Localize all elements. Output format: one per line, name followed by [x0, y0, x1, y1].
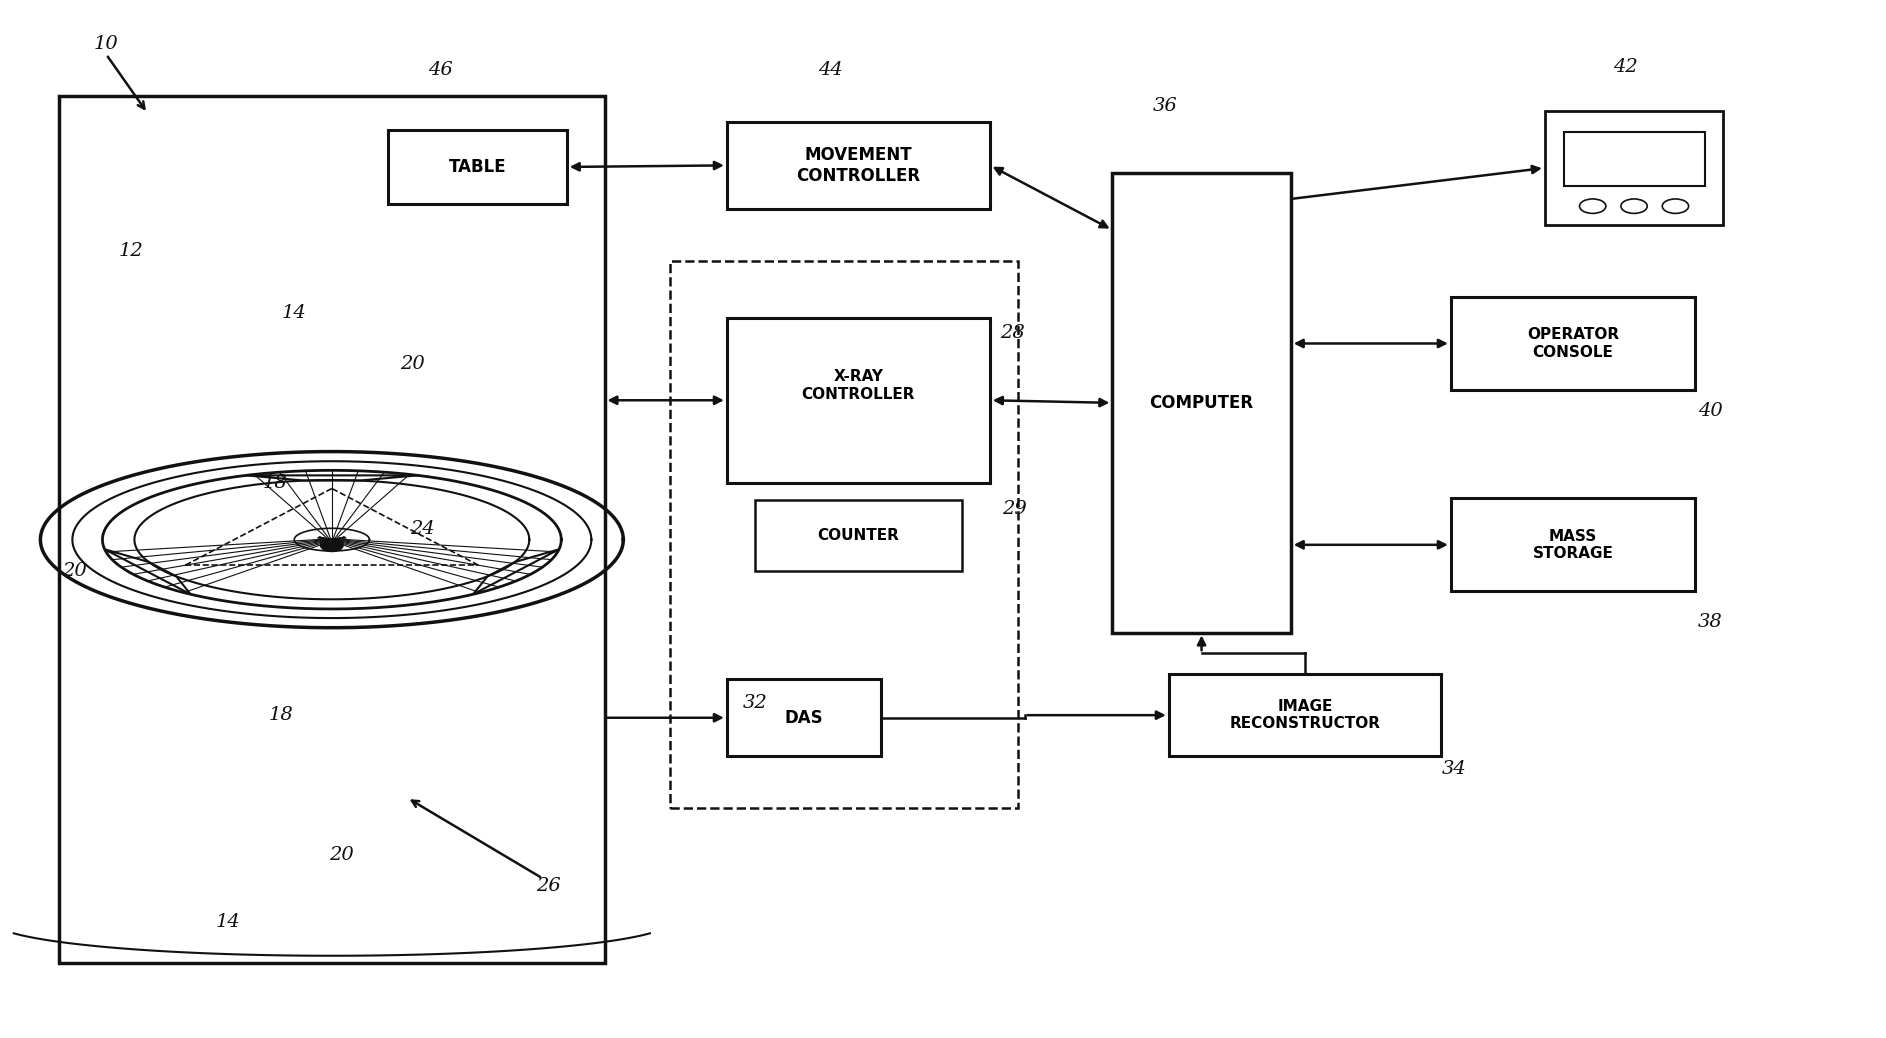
Text: 12: 12 [119, 242, 143, 260]
Text: 29: 29 [1001, 499, 1026, 518]
FancyBboxPatch shape [1113, 173, 1290, 632]
Circle shape [1662, 199, 1688, 214]
Text: 38: 38 [1697, 613, 1722, 631]
Text: 10: 10 [94, 35, 119, 53]
Text: 18: 18 [262, 474, 289, 492]
FancyBboxPatch shape [389, 130, 568, 204]
Text: 42: 42 [1613, 58, 1637, 76]
Text: 28: 28 [1000, 324, 1024, 343]
FancyBboxPatch shape [1563, 132, 1705, 186]
Text: COMPUTER: COMPUTER [1149, 393, 1254, 412]
FancyBboxPatch shape [1450, 498, 1696, 592]
FancyBboxPatch shape [1450, 297, 1696, 390]
Text: OPERATOR
CONSOLE: OPERATOR CONSOLE [1528, 327, 1618, 360]
Text: MASS
STORAGE: MASS STORAGE [1533, 528, 1613, 561]
Text: 46: 46 [428, 61, 453, 79]
Text: 26: 26 [536, 876, 560, 895]
Text: 36: 36 [1152, 97, 1177, 115]
Text: 18: 18 [268, 706, 294, 725]
FancyBboxPatch shape [1169, 674, 1441, 757]
Text: TABLE: TABLE [449, 158, 507, 175]
Text: 14: 14 [217, 912, 241, 931]
FancyBboxPatch shape [726, 121, 990, 210]
FancyBboxPatch shape [58, 95, 605, 963]
Polygon shape [106, 549, 190, 595]
FancyBboxPatch shape [754, 500, 962, 571]
Text: DAS: DAS [785, 709, 822, 727]
Polygon shape [245, 475, 419, 481]
FancyBboxPatch shape [1545, 111, 1724, 225]
FancyBboxPatch shape [726, 679, 881, 757]
Text: 20: 20 [328, 846, 355, 864]
Text: MOVEMENT
CONTROLLER: MOVEMENT CONTROLLER [796, 146, 920, 185]
Text: 32: 32 [743, 693, 768, 712]
Polygon shape [473, 549, 558, 595]
Text: 20: 20 [400, 355, 424, 373]
Text: 40: 40 [1697, 402, 1722, 419]
Circle shape [1620, 199, 1646, 214]
Circle shape [321, 539, 343, 551]
FancyBboxPatch shape [726, 318, 990, 483]
Circle shape [1580, 199, 1605, 214]
Text: 34: 34 [1443, 760, 1467, 777]
Text: 24: 24 [409, 520, 434, 539]
Text: 20: 20 [62, 562, 87, 579]
Text: IMAGE
RECONSTRUCTOR: IMAGE RECONSTRUCTOR [1230, 699, 1381, 732]
Text: X-RAY
CONTROLLER: X-RAY CONTROLLER [802, 370, 915, 402]
Text: COUNTER: COUNTER [817, 528, 900, 543]
Text: 44: 44 [819, 61, 843, 79]
Text: 14: 14 [281, 303, 307, 322]
